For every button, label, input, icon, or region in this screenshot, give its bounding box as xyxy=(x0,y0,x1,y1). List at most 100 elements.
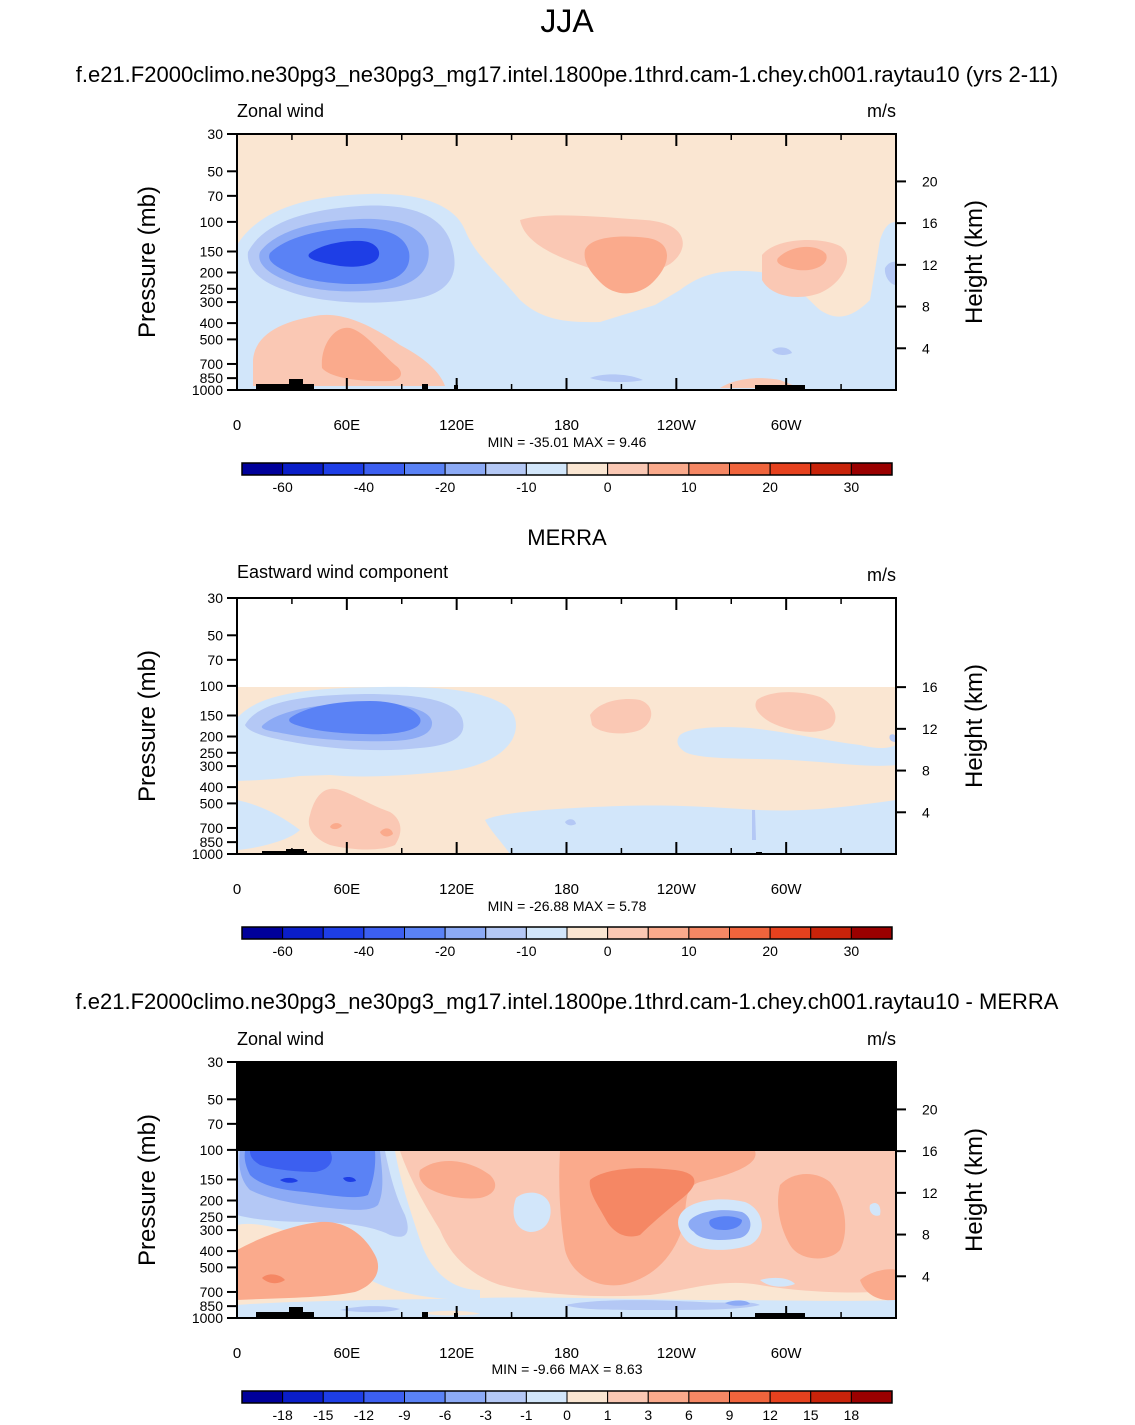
y-right-axis-title: Height (km) xyxy=(961,200,988,324)
y-tick-label: 100 xyxy=(200,678,224,694)
colorbar-label: -1 xyxy=(520,1407,533,1423)
colorbar-swatch xyxy=(810,462,852,476)
colorbar-swatch xyxy=(241,1390,284,1404)
y-tick-label: 70 xyxy=(207,188,223,204)
colorbar-swatch xyxy=(729,1390,771,1404)
x-tick-label: 0 xyxy=(233,1345,241,1362)
colorbar-swatch xyxy=(525,1390,568,1404)
colorbar-swatch xyxy=(769,926,812,940)
y-tick-label: 700 xyxy=(200,356,224,372)
colorbar-swatch xyxy=(322,926,365,940)
y-tick-label: 250 xyxy=(200,745,224,761)
y-tick-label: 250 xyxy=(200,1209,224,1225)
panel-merra: MERRA Eastward wind component m/s xyxy=(134,525,988,959)
y-tick-label: 300 xyxy=(200,294,224,310)
x-tick-label: 60W xyxy=(771,881,803,898)
colorbar-swatch xyxy=(485,1390,527,1404)
y-tick-label: 200 xyxy=(200,265,224,281)
colorbar-swatch xyxy=(850,1390,893,1404)
y-tick-label: 1000 xyxy=(192,1310,223,1326)
x-axis-ticks: 0 60E 120E 180 120W 60W xyxy=(233,1062,842,1362)
panel-units: m/s xyxy=(867,1029,896,1049)
colorbar: -18 -15 -12 -9 -6 -3 -1 0 1 3 6 9 12 15 18 xyxy=(241,1390,893,1423)
y-tick-label: 150 xyxy=(200,707,224,723)
x-axis-ticks: 0 60E 120E 180 120W 60W xyxy=(233,598,842,898)
colorbar-swatch xyxy=(404,926,446,940)
colorbar-swatch xyxy=(282,462,324,476)
stats-label: MIN = -9.66 MAX = 8.63 xyxy=(492,1361,643,1377)
colorbar-label: 12 xyxy=(762,1407,778,1423)
colorbar-swatch xyxy=(769,462,812,476)
y-tick-label: 200 xyxy=(200,729,224,745)
y-right-tick-label: 16 xyxy=(922,1143,938,1159)
panel-units: m/s xyxy=(867,101,896,121)
contour-field xyxy=(237,134,896,390)
x-tick-label: 120W xyxy=(657,1345,697,1362)
colorbar-swatch xyxy=(729,462,771,476)
colorbar-swatch xyxy=(647,462,690,476)
colorbar-label: -40 xyxy=(354,479,374,495)
colorbar-label: -6 xyxy=(439,1407,452,1423)
y-tick-label: 50 xyxy=(207,1091,223,1107)
colorbar-label: 9 xyxy=(726,1407,734,1423)
colorbar-swatch xyxy=(566,926,609,940)
x-tick-label: 180 xyxy=(554,1345,579,1362)
colorbar-swatch xyxy=(729,926,771,940)
colorbar-label: -40 xyxy=(354,943,374,959)
colorbar-swatch xyxy=(607,462,649,476)
colorbar-swatch xyxy=(485,926,527,940)
panel-left-label: Zonal wind xyxy=(237,1029,324,1049)
y-tick-label: 300 xyxy=(200,758,224,774)
y-tick-label: 500 xyxy=(200,1259,224,1275)
y-tick-label: 30 xyxy=(207,126,223,142)
x-tick-label: 120E xyxy=(439,1345,474,1362)
panel-left-label: Zonal wind xyxy=(237,101,324,121)
y-tick-label: 500 xyxy=(200,795,224,811)
colorbar-swatch xyxy=(444,462,487,476)
colorbar-label: -9 xyxy=(398,1407,411,1423)
colorbar-swatch xyxy=(282,1390,324,1404)
colorbar-swatch xyxy=(485,462,527,476)
y-tick-label: 150 xyxy=(200,243,224,259)
y-tick-label: 70 xyxy=(207,1116,223,1132)
colorbar-swatch xyxy=(647,1390,690,1404)
x-tick-label: 60E xyxy=(333,417,360,434)
colorbar-label: 15 xyxy=(803,1407,819,1423)
y-tick-label: 70 xyxy=(207,652,223,668)
colorbar-label: -12 xyxy=(354,1407,374,1423)
colorbar-swatch xyxy=(850,926,893,940)
colorbar-swatch xyxy=(322,462,365,476)
y-tick-label: 1000 xyxy=(192,846,223,862)
colorbar-swatch xyxy=(688,462,730,476)
colorbar-swatch xyxy=(850,462,893,476)
colorbar-label: 0 xyxy=(604,943,612,959)
y-axis-title: Pressure (mb) xyxy=(134,1114,161,1266)
x-tick-label: 180 xyxy=(554,881,579,898)
panel-difference: f.e21.F2000climo.ne30pg3_ne30pg3_mg17.in… xyxy=(76,989,1059,1423)
colorbar: -60 -40 -20 -10 0 10 20 30 xyxy=(241,926,893,959)
colorbar-frame xyxy=(241,462,893,476)
colorbar-swatch xyxy=(322,1390,365,1404)
y-right-tick-label: 8 xyxy=(922,299,930,315)
y-right-tick-label: 20 xyxy=(922,173,938,189)
colorbar-label: 1 xyxy=(604,1407,612,1423)
y-right-tick-label: 16 xyxy=(922,679,938,695)
colorbar-swatch xyxy=(647,926,690,940)
colorbar-swatch xyxy=(525,462,568,476)
y-tick-label: 850 xyxy=(200,834,224,850)
colorbar-label: -20 xyxy=(435,943,455,959)
colorbar-label: 18 xyxy=(844,1407,860,1423)
y-tick-label: 30 xyxy=(207,590,223,606)
stats-label: MIN = -35.01 MAX = 9.46 xyxy=(488,434,647,450)
y-axis-title: Pressure (mb) xyxy=(134,186,161,338)
colorbar-label: 3 xyxy=(644,1407,652,1423)
panel-heading: f.e21.F2000climo.ne30pg3_ne30pg3_mg17.in… xyxy=(76,989,1059,1014)
y-right-tick-label: 16 xyxy=(922,215,938,231)
colorbar-swatch xyxy=(607,1390,649,1404)
colorbar-label: -10 xyxy=(516,943,536,959)
colorbar-label: -10 xyxy=(516,479,536,495)
colorbar-label: 30 xyxy=(844,479,860,495)
